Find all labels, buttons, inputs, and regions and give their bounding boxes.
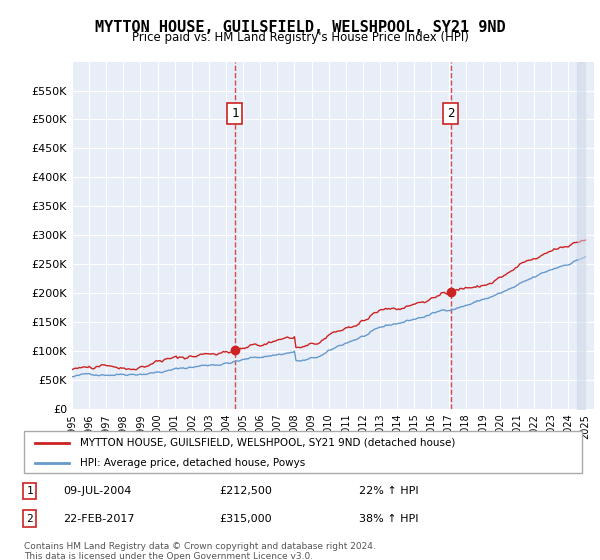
Text: Contains HM Land Registry data © Crown copyright and database right 2024.
This d: Contains HM Land Registry data © Crown c… [24, 542, 376, 560]
Text: MYTTON HOUSE, GUILSFIELD, WELSHPOOL, SY21 9ND (detached house): MYTTON HOUSE, GUILSFIELD, WELSHPOOL, SY2… [80, 438, 455, 448]
Text: HPI: Average price, detached house, Powys: HPI: Average price, detached house, Powy… [80, 458, 305, 468]
Text: 2: 2 [447, 107, 455, 120]
Text: 1: 1 [26, 486, 33, 496]
Text: £315,000: £315,000 [220, 514, 272, 524]
FancyBboxPatch shape [24, 431, 582, 473]
Text: Price paid vs. HM Land Registry's House Price Index (HPI): Price paid vs. HM Land Registry's House … [131, 31, 469, 44]
Text: £212,500: £212,500 [220, 486, 272, 496]
Text: 09-JUL-2004: 09-JUL-2004 [63, 486, 131, 496]
Text: 2: 2 [26, 514, 33, 524]
Text: 38% ↑ HPI: 38% ↑ HPI [359, 514, 418, 524]
Text: 22% ↑ HPI: 22% ↑ HPI [359, 486, 418, 496]
Text: MYTTON HOUSE, GUILSFIELD, WELSHPOOL, SY21 9ND: MYTTON HOUSE, GUILSFIELD, WELSHPOOL, SY2… [95, 20, 505, 35]
Text: 22-FEB-2017: 22-FEB-2017 [63, 514, 134, 524]
Text: 1: 1 [231, 107, 239, 120]
